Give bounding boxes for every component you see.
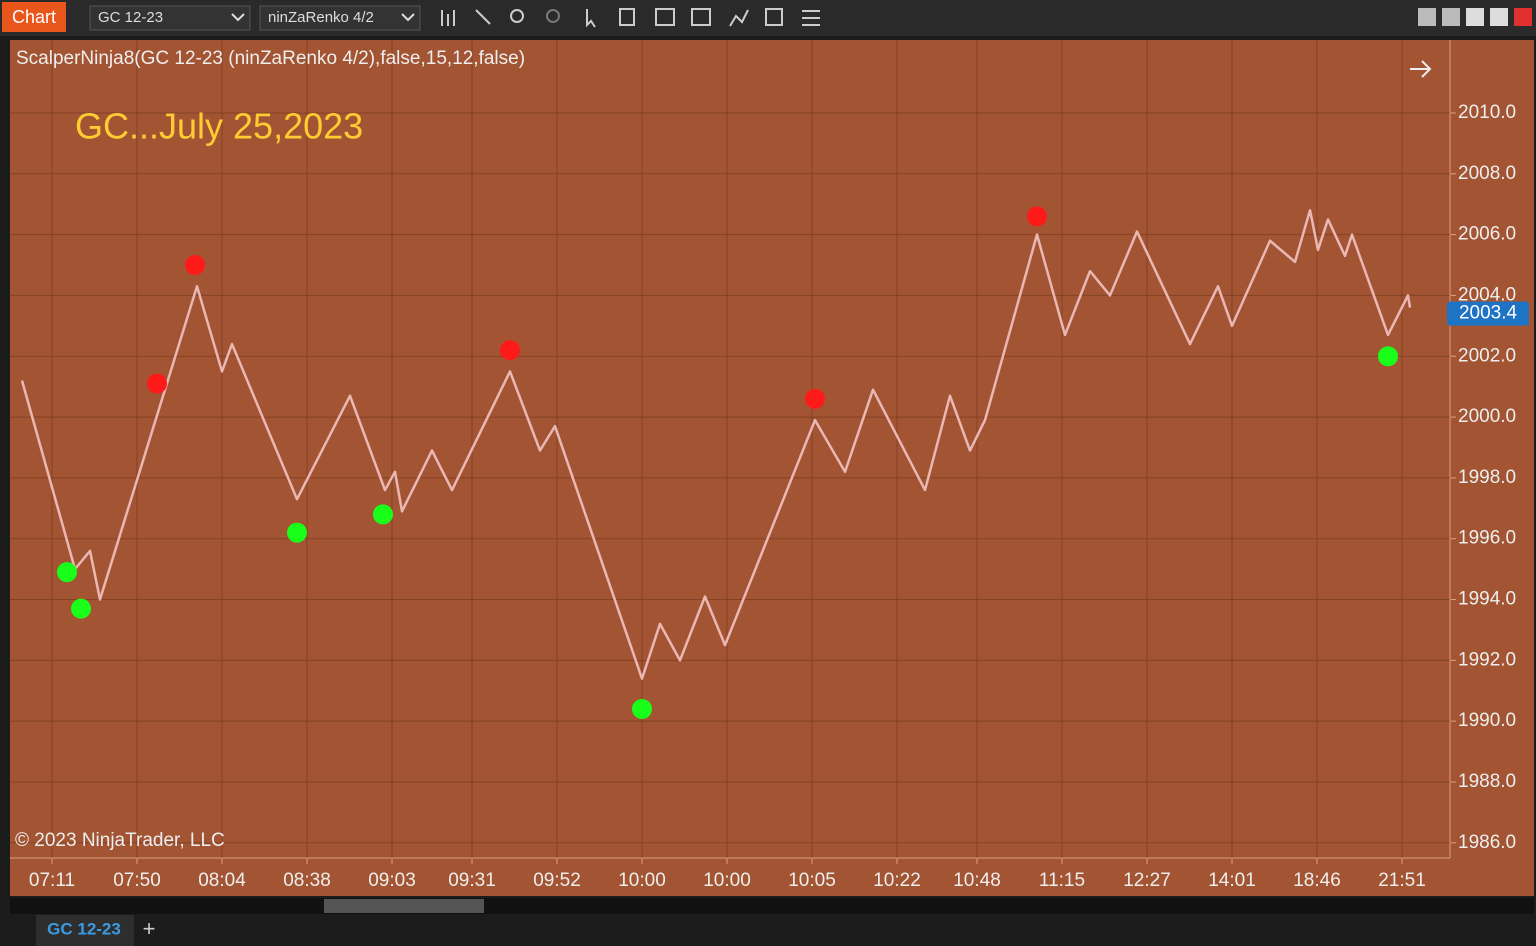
y-tick-label: 1998.0 [1458, 467, 1516, 488]
signal-dot [632, 698, 652, 719]
signal-dot [1027, 206, 1047, 227]
x-tick-label: 10:00 [703, 870, 751, 891]
last-price-marker [1447, 301, 1529, 326]
chart-panel [10, 40, 1534, 896]
signal-dot [500, 340, 520, 361]
indicator-label: ScalperNinja8(GC 12-23 (ninZaRenko 4/2),… [16, 48, 525, 69]
x-tick-label: 07:50 [113, 870, 161, 891]
window-title: Chart [12, 7, 56, 27]
y-tick-label: 1986.0 [1458, 832, 1516, 853]
y-tick-label: 2010.0 [1458, 102, 1516, 123]
icon-indicators[interactable] [729, 9, 749, 27]
y-tick-label: 2002.0 [1458, 345, 1516, 366]
signal-dot [287, 522, 307, 543]
toolbar [0, 0, 1536, 36]
annotation: GC...July 25,2023 [75, 106, 363, 147]
x-tick-label: 08:04 [198, 870, 246, 891]
icon-data[interactable] [619, 8, 635, 26]
toolbar-icons [441, 8, 820, 28]
x-tick-label: 14:01 [1208, 870, 1256, 891]
add-tab[interactable]: + [143, 916, 156, 941]
instrument-box[interactable] [89, 5, 251, 31]
icon-zoom-in[interactable] [510, 9, 524, 23]
maximize-button[interactable] [1490, 8, 1508, 26]
x-tick-label: 10:22 [873, 870, 921, 891]
y-tick-label: 2004.0 [1458, 284, 1516, 305]
scrollbar[interactable] [10, 898, 1534, 914]
copyright: © 2023 NinjaTrader, LLC [15, 830, 225, 851]
y-tick-label: 2000.0 [1458, 406, 1516, 427]
x-tick-label: 09:31 [448, 870, 496, 891]
x-tick-label: 18:46 [1293, 870, 1341, 891]
plot: 1986.0 1988.0 1990.0 1992.0 1994.0 1996.0 1998… [10, 40, 1529, 891]
scroll-thumb[interactable] [324, 899, 484, 913]
window-button[interactable] [1418, 8, 1436, 26]
tab[interactable] [36, 915, 134, 946]
icon-draw[interactable] [475, 9, 491, 25]
last-price-label: 2003.4 [1459, 303, 1518, 324]
x-tick-label: 10:05 [788, 870, 836, 891]
x-tick-label: 21:51 [1378, 870, 1426, 891]
x-tick-label: 10:48 [953, 870, 1001, 891]
x-tick-label: 12:27 [1123, 870, 1171, 891]
minimize-button[interactable] [1466, 8, 1484, 26]
y-tick-label: 2008.0 [1458, 163, 1516, 184]
icon-menu[interactable] [802, 10, 820, 26]
y-tick-label: 1990.0 [1458, 710, 1516, 731]
signal-dot [57, 562, 77, 583]
bar-type-selector[interactable]: ninZaRenko 4/2 [268, 9, 374, 26]
icon-zoom-out[interactable] [546, 9, 560, 23]
dropdown-arrow [231, 13, 245, 22]
y-tick-label: 1988.0 [1458, 771, 1516, 792]
icon-pointer[interactable] [586, 9, 596, 28]
signal-dot [147, 373, 167, 394]
x-tick-label: 10:00 [618, 870, 666, 891]
price-line [20, 209, 1412, 680]
instrument-selector[interactable]: GC 12-23 [98, 9, 163, 26]
y-tick-label: 1992.0 [1458, 649, 1516, 670]
x-tick-label: 08:38 [283, 870, 331, 891]
tab-label[interactable]: GC 12-23 [47, 919, 121, 938]
y-tick-label: 2006.0 [1458, 224, 1516, 245]
y-tick-label: 1994.0 [1458, 589, 1516, 610]
window-button[interactable] [1442, 8, 1460, 26]
x-tick-label: 09:52 [533, 870, 581, 891]
bartype-box[interactable] [259, 5, 421, 31]
x-tick-label: 09:03 [368, 870, 416, 891]
chart-tab-bg [2, 2, 66, 32]
close-button[interactable] [1514, 8, 1532, 26]
signal-dot [185, 255, 205, 276]
y-tick-label: 1996.0 [1458, 528, 1516, 549]
icon-templates[interactable] [765, 8, 783, 26]
icon-bars[interactable] [441, 10, 455, 26]
x-tick-label: 07:11 [29, 870, 75, 891]
signal-dot [373, 504, 393, 525]
signal-dot [1378, 346, 1398, 367]
icon-strategies[interactable] [691, 8, 711, 26]
icon-properties[interactable] [655, 8, 675, 26]
signal-dot [71, 598, 91, 619]
dropdown-arrow [401, 13, 415, 22]
signal-dot [805, 388, 825, 409]
x-tick-label: 11:15 [1039, 870, 1085, 891]
scroll-right-arrow[interactable] [1410, 60, 1432, 78]
